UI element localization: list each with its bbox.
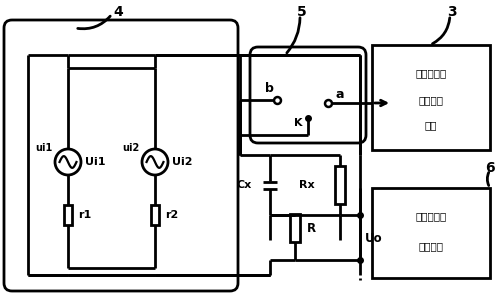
Text: Uo: Uo: [365, 231, 382, 244]
Text: 电路: 电路: [425, 120, 437, 130]
Text: 4: 4: [113, 5, 123, 19]
Text: 土壤含水率: 土壤含水率: [416, 68, 446, 78]
Bar: [372, 188, 490, 278]
Bar: [290, 214, 300, 242]
Text: r2: r2: [165, 210, 178, 220]
Text: 检测电路: 检测电路: [418, 241, 444, 251]
Text: 6: 6: [485, 161, 495, 175]
Text: ui1: ui1: [36, 143, 52, 153]
Text: K: K: [294, 118, 302, 128]
Text: a: a: [336, 88, 344, 101]
Text: Ui1: Ui1: [85, 157, 105, 167]
Text: Rx: Rx: [300, 180, 315, 190]
Text: 检测控制: 检测控制: [418, 95, 444, 105]
Bar: [151, 205, 159, 225]
FancyBboxPatch shape: [4, 20, 238, 291]
Text: b: b: [264, 82, 274, 95]
Bar: [335, 166, 345, 204]
Bar: [64, 205, 72, 225]
FancyBboxPatch shape: [250, 47, 366, 143]
Text: 土壤含水率: 土壤含水率: [416, 211, 446, 221]
Text: Ui2: Ui2: [172, 157, 193, 167]
Text: r1: r1: [78, 210, 91, 220]
Text: 3: 3: [447, 5, 457, 19]
Text: ui2: ui2: [122, 143, 140, 153]
Text: Cx: Cx: [237, 180, 252, 190]
Bar: [372, 45, 490, 150]
Text: R: R: [307, 222, 316, 234]
Text: 5: 5: [297, 5, 307, 19]
